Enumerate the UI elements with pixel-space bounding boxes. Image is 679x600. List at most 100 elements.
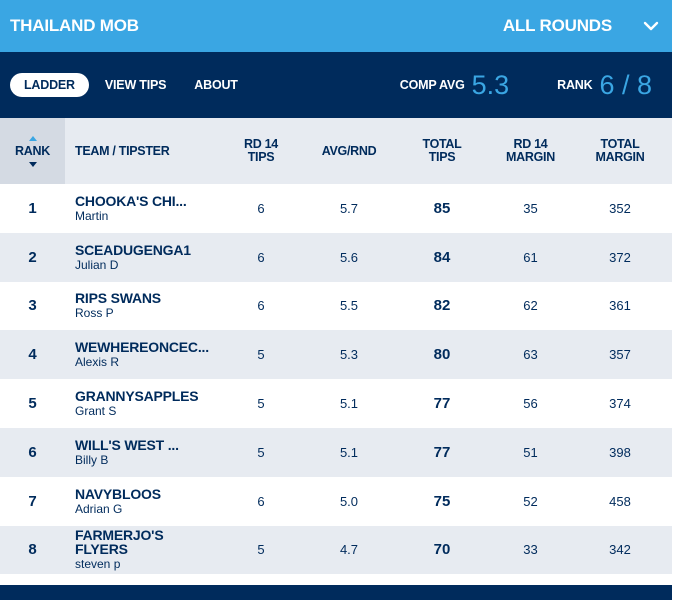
team-cell: GRANNYSAPPLES Grant S bbox=[65, 379, 215, 428]
column-header-rd-margin[interactable]: RD 14 MARGIN bbox=[493, 118, 568, 184]
bottom-border bbox=[0, 585, 672, 600]
tipster-name: Billy B bbox=[75, 452, 109, 467]
team-name[interactable]: RIPS SWANS bbox=[75, 290, 161, 307]
comp-avg-label: COMP AVG bbox=[399, 78, 465, 92]
tipster-name: Martin bbox=[75, 208, 109, 223]
team-name[interactable]: NAVYBLOOS bbox=[75, 485, 161, 502]
tab-bar: LADDER VIEW TIPS ABOUT bbox=[10, 73, 266, 97]
sort-down-icon bbox=[28, 161, 37, 167]
tab-view-tips[interactable]: VIEW TIPS bbox=[104, 78, 167, 92]
rd-tips-cell: 5 bbox=[257, 347, 265, 363]
rounds-dropdown[interactable]: ALL ROUNDS bbox=[503, 16, 660, 36]
column-header-total-tips-label: TOTAL TIPS bbox=[422, 137, 462, 164]
rank-cell: 5 bbox=[28, 395, 37, 413]
column-header-rd-tips-label: RD 14 TIPS bbox=[244, 137, 278, 164]
ladder-rows: 1 CHOOKA'S CHI... Martin 6 5.7 85 35 352… bbox=[0, 184, 672, 575]
top-header: THAILAND MOB ALL ROUNDS bbox=[0, 0, 672, 52]
rank-cell: 7 bbox=[28, 492, 37, 510]
column-header-rank[interactable]: RANK bbox=[0, 118, 65, 184]
rd-margin-cell: 62 bbox=[523, 298, 538, 314]
rd-tips-cell: 5 bbox=[257, 444, 265, 460]
rd-margin-cell: 51 bbox=[523, 444, 538, 460]
column-header-avg[interactable]: AVG/RND bbox=[307, 118, 391, 184]
tab-about[interactable]: ABOUT bbox=[194, 78, 238, 92]
rd-margin-cell: 52 bbox=[523, 493, 538, 509]
column-header-team[interactable]: TEAM / TIPSTER bbox=[65, 118, 215, 184]
avg-cell: 4.7 bbox=[339, 542, 359, 558]
tipster-name: Julian D bbox=[75, 257, 119, 272]
table-row[interactable]: 1 CHOOKA'S CHI... Martin 6 5.7 85 35 352 bbox=[0, 184, 672, 233]
competition-title: THAILAND MOB bbox=[10, 16, 139, 35]
rd-margin-cell: 35 bbox=[523, 200, 538, 216]
team-name[interactable]: WEWHEREONCEC... bbox=[75, 339, 209, 356]
rd-margin-cell: 33 bbox=[523, 542, 538, 558]
rank-cell: 3 bbox=[28, 297, 37, 315]
table-row[interactable]: 5 GRANNYSAPPLES Grant S 5 5.1 77 56 374 bbox=[0, 379, 672, 428]
team-name[interactable]: FARMERJO'S FLYERS bbox=[75, 527, 164, 558]
total-margin-cell: 357 bbox=[609, 347, 631, 363]
total-margin-cell: 398 bbox=[609, 444, 631, 460]
rd-margin-cell: 56 bbox=[523, 396, 538, 412]
rd-margin-cell: 61 bbox=[523, 249, 538, 265]
rank-value: 6 / 8 bbox=[599, 69, 652, 100]
team-cell: NAVYBLOOS Adrian G bbox=[65, 477, 215, 526]
rank-cell: 6 bbox=[28, 443, 37, 461]
avg-cell: 5.3 bbox=[339, 347, 359, 363]
table-row[interactable]: 2 SCEADUGENGA1 Julian D 6 5.6 84 61 372 bbox=[0, 232, 672, 282]
team-cell: RIPS SWANS Ross P bbox=[65, 282, 215, 331]
team-name[interactable]: CHOOKA'S CHI... bbox=[75, 192, 187, 209]
avg-cell: 5.5 bbox=[339, 298, 359, 314]
table-header-row: RANK TEAM / TIPSTER RD 14 TIPS AVG/RND T… bbox=[0, 118, 672, 184]
rank-label: RANK bbox=[557, 78, 593, 92]
tab-ladder[interactable]: LADDER bbox=[10, 73, 89, 97]
rank-cell: 2 bbox=[28, 248, 37, 266]
rank-cell: 8 bbox=[28, 541, 37, 559]
team-name[interactable]: SCEADUGENGA1 bbox=[75, 241, 191, 258]
avg-cell: 5.1 bbox=[339, 396, 359, 412]
sort-up-icon bbox=[28, 135, 37, 141]
rd-tips-cell: 6 bbox=[257, 249, 265, 265]
ladder-table: RANK TEAM / TIPSTER RD 14 TIPS AVG/RND T… bbox=[0, 118, 672, 575]
rank-cell: 4 bbox=[28, 346, 37, 364]
column-header-total-tips[interactable]: TOTAL TIPS bbox=[391, 118, 493, 184]
rd-tips-cell: 6 bbox=[257, 493, 265, 509]
avg-cell: 5.0 bbox=[339, 493, 359, 509]
table-row[interactable]: 3 RIPS SWANS Ross P 6 5.5 82 62 361 bbox=[0, 281, 672, 331]
tipster-name: Adrian G bbox=[75, 501, 123, 516]
tipster-name: steven p bbox=[75, 557, 121, 572]
team-cell: SCEADUGENGA1 Julian D bbox=[65, 233, 215, 282]
rounds-dropdown-label: ALL ROUNDS bbox=[502, 16, 612, 35]
total-margin-cell: 374 bbox=[609, 396, 631, 412]
total-tips-cell: 82 bbox=[433, 297, 451, 315]
table-row[interactable]: 7 NAVYBLOOS Adrian G 6 5.0 75 52 458 bbox=[0, 476, 672, 526]
rd-tips-cell: 6 bbox=[257, 298, 265, 314]
team-cell: FARMERJO'S FLYERS steven p bbox=[65, 526, 215, 575]
table-row[interactable]: 6 WILL'S WEST ... Billy B 5 5.1 77 51 39… bbox=[0, 427, 672, 477]
rd-margin-cell: 63 bbox=[523, 347, 538, 363]
team-cell: WEWHEREONCEC... Alexis R bbox=[65, 330, 215, 379]
column-header-rank-label: RANK bbox=[15, 143, 50, 158]
tipster-name: Grant S bbox=[75, 404, 117, 419]
column-header-rd-margin-label: RD 14 MARGIN bbox=[506, 137, 555, 164]
column-header-total-margin[interactable]: TOTAL MARGIN bbox=[568, 118, 672, 184]
total-tips-cell: 85 bbox=[433, 199, 451, 217]
total-tips-cell: 77 bbox=[433, 443, 451, 461]
table-row[interactable]: 4 WEWHEREONCEC... Alexis R 5 5.3 80 63 3… bbox=[0, 330, 672, 380]
column-header-rd-tips[interactable]: RD 14 TIPS bbox=[215, 118, 307, 184]
total-tips-cell: 80 bbox=[433, 346, 451, 364]
column-header-total-margin-label: TOTAL MARGIN bbox=[595, 137, 645, 164]
table-row[interactable]: 8 FARMERJO'S FLYERS steven p 5 4.7 70 33… bbox=[0, 525, 672, 575]
rank-cell: 1 bbox=[28, 199, 37, 217]
rd-tips-cell: 5 bbox=[257, 542, 265, 558]
total-margin-cell: 372 bbox=[609, 249, 631, 265]
total-tips-cell: 84 bbox=[433, 248, 451, 266]
team-name[interactable]: WILL'S WEST ... bbox=[75, 436, 179, 453]
sub-header: LADDER VIEW TIPS ABOUT COMP AVG 5.3 RANK… bbox=[0, 52, 672, 118]
tipster-name: Ross P bbox=[75, 306, 114, 321]
team-name[interactable]: GRANNYSAPPLES bbox=[75, 388, 199, 405]
total-tips-cell: 70 bbox=[433, 541, 451, 559]
avg-cell: 5.6 bbox=[339, 249, 359, 265]
team-cell: CHOOKA'S CHI... Martin bbox=[65, 184, 215, 233]
total-tips-cell: 77 bbox=[433, 395, 451, 413]
